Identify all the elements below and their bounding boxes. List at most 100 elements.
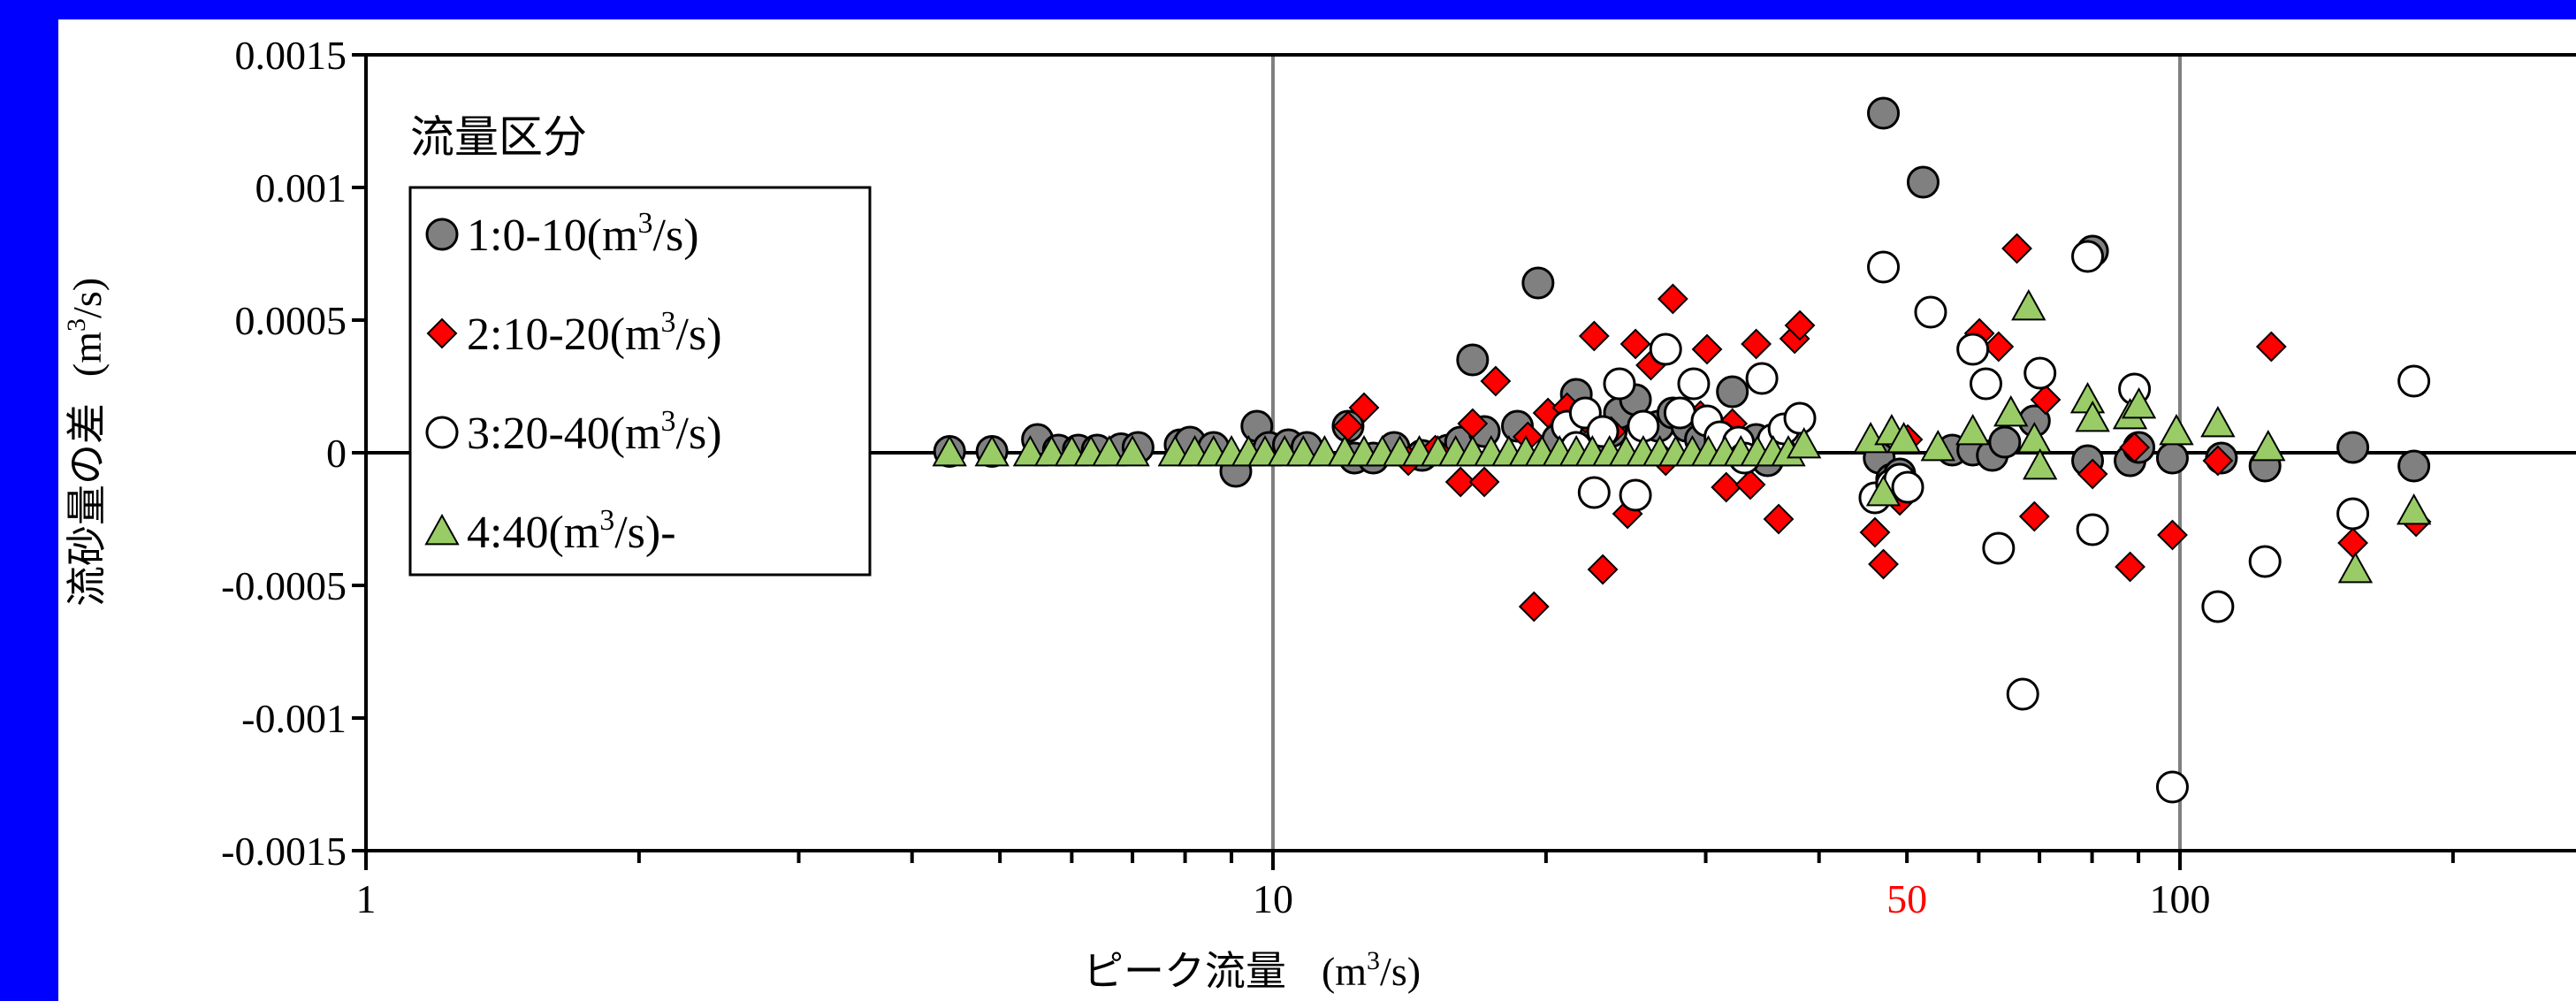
data-point-series-1 [2397,449,2431,483]
data-point-series-4 [1115,434,1150,467]
data-point-series-4 [2069,381,2106,414]
x-axis-title: ピーク流量 (m3/s) [1083,946,1421,995]
data-point-series-1 [2336,431,2370,464]
data-point-series-1 [1716,375,1749,409]
data-point-series-4 [932,434,967,467]
y-axis-unit-tail: /s) [65,278,110,318]
data-point-series-2 [1741,328,1772,360]
data-point-series-2 [1332,410,1364,442]
data-point-series-2 [1859,516,1891,548]
data-point-series-4 [1786,426,1822,459]
data-point-series-4 [2396,493,2432,525]
data-point-series-4 [1993,394,2029,427]
data-point-series-2 [2001,233,2032,264]
data-point-series-3 [1619,478,1652,512]
legend-label-tail: /s)- [614,508,675,558]
data-point-series-4 [2251,429,2286,462]
y-tick-label: 0.0015 [235,33,347,78]
legend-marker-4 [424,513,460,546]
y-tick-label: 0 [326,431,347,476]
data-point-series-2 [1518,591,1550,623]
data-point-series-3 [2248,545,2282,578]
data-point-series-2 [1711,471,1742,503]
y-axis-unit-sup: 3 [62,318,91,332]
data-point-series-4 [1285,434,1321,467]
data-point-series-2 [1983,331,2015,363]
data-point-series-4 [2337,551,2374,584]
data-point-series-1 [1988,425,2022,459]
data-point-series-3 [2155,770,2189,804]
x-axis-unit: (m [1322,949,1367,994]
y-axis-title-text: 流砂量の差 [63,403,111,607]
legend-label-tail: /s) [653,210,699,261]
legend-label-sup: 3 [638,207,653,240]
x-tick-label: 1 [356,876,377,921]
data-point-series-3 [1969,367,2002,401]
data-points [932,96,2432,804]
data-point-series-1 [1456,343,1490,377]
legend-marker-1 [425,218,459,251]
legend-label-sup: 3 [661,306,676,339]
data-point-series-2 [2255,331,2287,363]
legend-label-1: 1:0-10(m3/s) [467,207,699,261]
data-point-series-4 [2159,413,2194,446]
legend-title: 流量区分 [410,111,587,163]
data-point-series-4 [2121,386,2157,419]
data-point-series-2 [2030,384,2062,416]
data-point-series-2 [1444,466,1476,498]
data-point-series-4 [2200,405,2236,438]
legend-marker-3 [425,416,459,449]
series-4 [932,288,2432,584]
legend-label-base: 1:0-10(m [467,210,638,261]
data-point-series-4 [2016,421,2053,454]
legend: 流量区分1:0-10(m3/s)2:10-20(m3/s)3:20-40(m3/… [408,111,872,577]
data-point-series-2 [1691,333,1723,365]
data-point-series-2 [1348,392,1380,424]
data-point-series-2 [1468,466,1500,498]
data-point-series-1 [2155,441,2189,475]
data-point-series-2 [1587,554,1619,585]
data-point-series-4 [2075,400,2110,432]
data-point-series-2 [1784,309,1816,341]
data-point-series-3 [1867,250,1901,284]
legend-label-2: 2:10-20(m3/s) [467,306,722,360]
data-point-series-3 [1663,396,1696,430]
legend-label-sup: 3 [599,504,614,537]
data-point-series-2 [2018,500,2050,532]
data-point-series-2 [2115,551,2145,583]
data-point-series-3 [2201,590,2235,623]
data-point-series-3 [1677,367,1711,401]
data-point-series-4 [1092,434,1127,467]
y-tick-label: 0.001 [255,165,347,210]
data-point-series-3 [2071,240,2105,273]
data-point-series-2 [2119,432,2150,463]
data-point-series-4 [1920,429,1955,462]
data-point-series-2 [2337,527,2368,559]
data-point-series-3 [1649,332,1682,366]
data-point-series-4 [1865,474,1902,507]
legend-label-4: 4:40(m3/s)- [467,504,676,558]
data-point-series-2 [1868,548,1899,580]
data-point-series-2 [1578,320,1610,352]
x-axis-title-text: ピーク流量 [1083,947,1286,995]
x-axis-unit-sup: 3 [1367,946,1380,975]
data-point-series-1 [1521,266,1555,300]
data-point-series-3 [2023,356,2057,390]
x-axis-unit-tail: /s) [1380,949,1421,994]
data-point-series-4 [974,434,1010,467]
series-2 [1332,233,2432,623]
data-point-series-3 [2076,513,2109,546]
data-point-series-4 [1886,421,1922,454]
data-point-series-2 [1763,503,1795,535]
x-tick-label: 10 [1253,876,1293,921]
data-point-series-2 [1734,469,1766,500]
data-point-series-4 [2023,447,2058,480]
legend-label-tail: /s) [676,309,722,360]
data-point-series-2 [1657,283,1688,315]
y-tick-label: -0.001 [241,696,347,741]
data-point-series-1 [1867,96,1901,130]
legend-label-base: 2:10-20(m [467,309,661,360]
y-tick-label: -0.0015 [221,829,347,874]
